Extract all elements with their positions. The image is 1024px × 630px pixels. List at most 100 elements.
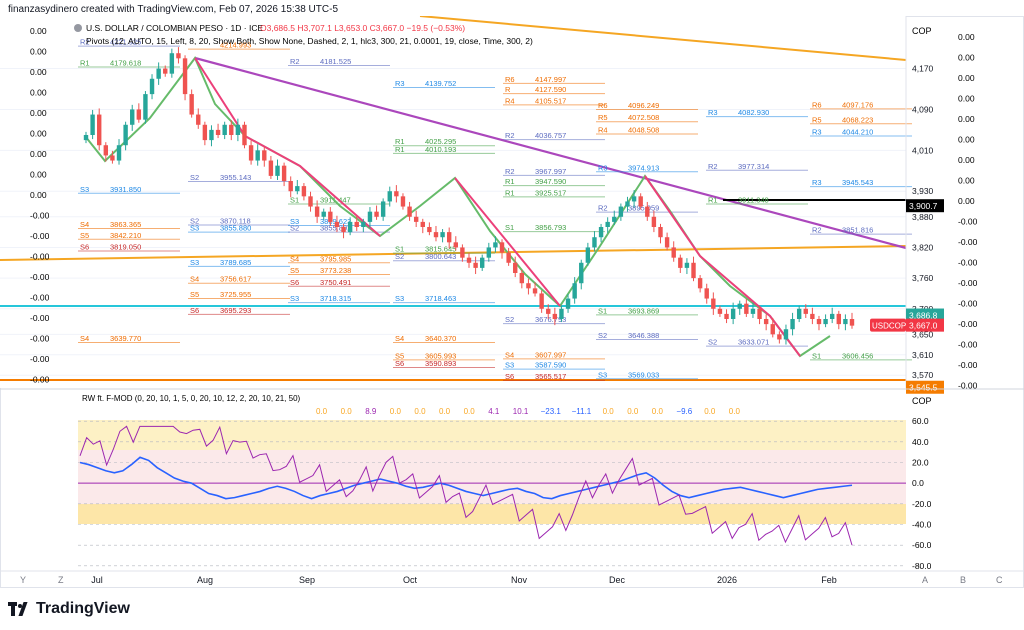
pivot-value: 4010.193 — [425, 145, 456, 154]
y-scale-button[interactable]: Y — [20, 575, 26, 585]
candle-body — [130, 109, 135, 125]
pivot-value: 4127.590 — [535, 85, 566, 94]
right-zero-label: -0.00 — [958, 299, 978, 309]
candle-body — [592, 237, 597, 248]
pivot-value: 3815.645 — [425, 245, 456, 254]
candle-body — [572, 283, 577, 299]
candle-body — [295, 186, 300, 192]
bar-scale-button[interactable]: B — [960, 575, 966, 585]
price-tick-label: 3,650 — [912, 329, 934, 339]
right-zero-label: -0.00 — [958, 319, 978, 329]
candles[interactable] — [83, 47, 855, 345]
candle-body — [486, 247, 492, 258]
right-zero-label: 0.00 — [958, 196, 975, 206]
candle-body — [783, 329, 789, 340]
candle-body — [612, 216, 617, 222]
badge-symbol-box — [870, 318, 906, 332]
pivot-value: 3607.997 — [535, 350, 566, 359]
oscillator-pane[interactable]: RW ft. F-MOD (0, 20, 10, 1, 5, 0, 20, 10… — [78, 394, 932, 571]
pivot-tag: S2 — [190, 173, 199, 182]
left-zero-label: 0.00 — [30, 88, 47, 98]
pivot-tag: S6 — [190, 306, 199, 315]
pivot-value: 3925.517 — [535, 188, 566, 197]
pivot-value: 3606.456 — [842, 351, 873, 360]
candle-body — [189, 94, 194, 115]
osc-tick-label: -40.0 — [912, 520, 932, 530]
pivot-value: 3967.997 — [535, 167, 566, 176]
pivot-tag: R3 — [598, 163, 608, 172]
compare-button[interactable]: C — [996, 575, 1003, 585]
price-tick-label: 3,760 — [912, 273, 934, 283]
pivot-tag: R3 — [812, 128, 822, 137]
candle-body — [202, 124, 208, 141]
pivot-tag: S3 — [598, 370, 607, 379]
candle-body — [532, 288, 538, 294]
osc-tick-label: 40.0 — [912, 437, 929, 447]
candle-body — [638, 196, 643, 207]
pivot-value: 3718.315 — [320, 294, 351, 303]
candle-body — [466, 257, 472, 263]
candle-body — [83, 135, 89, 141]
left-zero-label: 0.00 — [30, 149, 47, 159]
pivot-tag: S2 — [505, 315, 514, 324]
left-zero-label: 0.00 — [30, 47, 47, 57]
pivot-tag: S1 — [598, 306, 607, 315]
pivot-value: 4048.508 — [628, 125, 659, 134]
pivot-value: 4139.752 — [425, 79, 456, 88]
ohlc-values: O3,686.5 H3,707.1 L3,653.0 C3,667.0 −19.… — [260, 23, 465, 33]
candle-body — [849, 319, 855, 326]
right-zero-label: -0.00 — [958, 340, 978, 350]
pivot-tag: R2 — [290, 57, 300, 66]
osc-band-pink-top — [78, 450, 906, 480]
candle-body — [816, 319, 822, 325]
time-tick-label: Aug — [197, 575, 213, 585]
candle-body — [605, 221, 610, 227]
osc-band-bottom — [78, 504, 906, 524]
price-tick-label: 4,010 — [912, 145, 934, 155]
candle-body — [196, 114, 201, 125]
price-badge-box — [906, 380, 944, 394]
osc-tick-label: 0.0 — [912, 478, 924, 488]
z-scale-button[interactable]: Z — [58, 575, 64, 585]
auto-scale-button[interactable]: A — [922, 575, 928, 585]
pivot-tag: S4 — [290, 254, 299, 263]
tradingview-logo: TradingView — [8, 600, 130, 618]
pivot-tag: S3 — [395, 294, 404, 303]
pivot-tag: R6 — [812, 100, 822, 109]
candle-body — [281, 165, 287, 181]
time-tick-label: Jul — [91, 575, 103, 585]
candle-body — [143, 94, 148, 120]
pivot-tag: S5 — [290, 266, 299, 275]
osc-value: −11.1 — [572, 407, 592, 416]
left-zero-label: -0.00 — [30, 313, 50, 323]
osc-value: −9.6 — [676, 407, 692, 416]
candle-body — [796, 308, 802, 319]
price-tick-label: 3,930 — [912, 186, 934, 196]
right-zero-label: -0.00 — [958, 217, 978, 227]
candle-body — [209, 129, 214, 141]
price-tick-label: 3,570 — [912, 370, 934, 380]
price-axis[interactable]: 4,1704,0904,0103,9303,8803,8203,7603,700… — [912, 64, 934, 381]
pivot-value: 4181.525 — [320, 57, 351, 66]
pivot-value: 3870.118 — [220, 216, 251, 225]
price-tick-label: 3,610 — [912, 350, 934, 360]
time-axis[interactable]: Jul Aug Sep Oct Nov Dec 2026 Feb — [91, 575, 837, 585]
pivot-tag: R3 — [395, 79, 405, 88]
zigzag-pink-b — [454, 177, 561, 307]
pivot-tag: S4 — [80, 220, 89, 229]
pivot-tag: R1 — [395, 137, 405, 146]
osc-axis[interactable]: 60.0 40.0 20.0 0.0 -20.0 -40.0 -60.0 -80.0 — [912, 416, 932, 571]
pivot-tag: S3 — [290, 217, 299, 226]
pivot-value: 3640.370 — [425, 334, 456, 343]
candle-body — [618, 206, 624, 217]
left-zero-label: 0.00 — [30, 108, 47, 118]
osc-tick-label: -20.0 — [912, 499, 932, 509]
candle-body — [473, 262, 478, 268]
pivot-tag: R1 — [505, 188, 515, 197]
pivot-tag: R1 — [505, 177, 515, 186]
pivot-tag: R — [505, 85, 511, 94]
pivot-value: 3974.913 — [628, 163, 659, 172]
